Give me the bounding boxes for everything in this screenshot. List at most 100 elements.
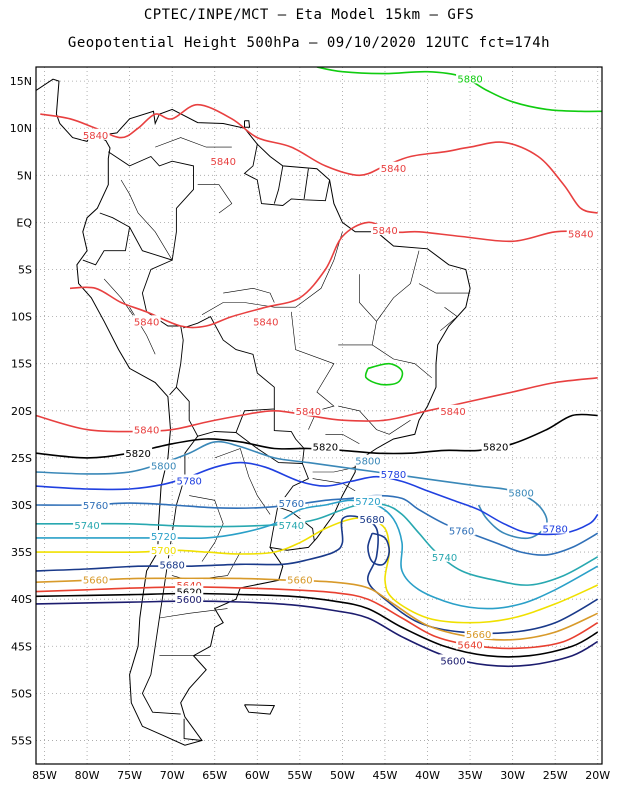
contour-5820 xyxy=(36,413,598,459)
lon-tick-label: 45W xyxy=(373,769,398,782)
contour-label-5800: 5800 xyxy=(151,461,176,472)
contour-label-5680: 5680 xyxy=(159,560,184,571)
state-border xyxy=(418,283,471,294)
country-border xyxy=(99,151,194,261)
contour-5600 xyxy=(36,600,599,668)
state-border xyxy=(372,344,432,379)
contour-label-5760: 5760 xyxy=(83,501,108,512)
country-border xyxy=(141,259,184,396)
contour-5640 xyxy=(36,586,599,650)
coastline xyxy=(244,704,276,715)
contour-label-5720: 5720 xyxy=(355,497,380,508)
contour-label-bg xyxy=(149,459,178,471)
contour-label-bg xyxy=(81,128,110,140)
coastline xyxy=(36,78,471,746)
contour-label-bg xyxy=(277,518,306,530)
state-border xyxy=(376,250,420,322)
contour-label-bg xyxy=(73,518,102,530)
contour-label-5820: 5820 xyxy=(483,443,508,454)
contour-5620 xyxy=(36,592,599,658)
contour-label-5700: 5700 xyxy=(151,546,176,557)
contour-label-bg xyxy=(81,498,110,510)
contour-label-5840: 5840 xyxy=(296,407,321,418)
lat-tick-label: 15S xyxy=(11,358,32,371)
contour-label-5720: 5720 xyxy=(151,532,176,543)
contour-label-bg xyxy=(175,579,204,591)
state-border xyxy=(120,179,173,261)
state-border xyxy=(214,448,271,515)
contour-label-5660: 5660 xyxy=(287,575,312,586)
contour-label-bg xyxy=(370,223,399,235)
contour-label-5660: 5660 xyxy=(83,575,108,586)
coastline xyxy=(0,227,2,230)
contour-5700 xyxy=(36,517,599,624)
country-border xyxy=(303,168,309,199)
lon-tick-label: 85W xyxy=(32,769,57,782)
contour-label-bg xyxy=(251,315,280,327)
country-border xyxy=(82,227,131,266)
contour-5720 xyxy=(36,499,599,610)
lon-tick-label: 40W xyxy=(415,769,440,782)
lat-tick-label: 5S xyxy=(18,264,32,277)
contour-label-bg xyxy=(132,315,161,327)
lat-tick-label: 55S xyxy=(11,734,32,747)
lat-tick-label: 50S xyxy=(11,687,32,700)
contour-label-bg xyxy=(541,522,570,534)
contour-5760 xyxy=(36,494,599,556)
closed-contour-5880 xyxy=(364,362,404,386)
contour-label-5760: 5760 xyxy=(449,526,474,537)
plot-frame xyxy=(35,66,603,765)
lon-tick-label: 35W xyxy=(458,769,483,782)
state-border xyxy=(189,495,224,562)
contour-label-5840: 5840 xyxy=(134,317,159,328)
lat-tick-label: 25S xyxy=(11,452,32,465)
country-border xyxy=(243,144,331,206)
lon-tick-label: 20W xyxy=(585,769,610,782)
contour-label-bg xyxy=(149,530,178,542)
lon-tick-label: 55W xyxy=(287,769,312,782)
lon-tick-label: 75W xyxy=(117,769,142,782)
contour-label-bg xyxy=(311,440,340,452)
contour-5840 xyxy=(36,377,598,433)
contour-label-bg xyxy=(158,558,187,570)
contour-label-5840: 5840 xyxy=(211,157,236,168)
country-border xyxy=(273,165,284,204)
lat-tick-label: 10N xyxy=(10,122,32,135)
lat-tick-label: 5N xyxy=(17,169,32,182)
lon-tick-label: 30W xyxy=(500,769,525,782)
contour-label-bg xyxy=(464,628,493,640)
contour-label-5880: 5880 xyxy=(457,74,482,85)
contour-label-5760: 5760 xyxy=(279,499,304,510)
contour-label-bg xyxy=(124,447,153,459)
state-border xyxy=(338,405,411,435)
contour-label-5840: 5840 xyxy=(372,226,397,237)
contour-5840 xyxy=(69,221,590,329)
state-border xyxy=(201,231,343,315)
lat-tick-label: 35S xyxy=(11,546,32,559)
contour-label-bg xyxy=(456,72,485,84)
contour-label-5840: 5840 xyxy=(440,407,465,418)
lat-tick-label: 20S xyxy=(11,405,32,418)
axis-tick-labels: 15N 10N 5N EQ 5S 10S 15S 20S 25S 30S 35S 40S 45S 50S 5… xyxy=(10,75,611,782)
contour-label-bg xyxy=(175,585,204,597)
height-contours xyxy=(36,67,602,668)
contour-label-bg xyxy=(294,404,323,416)
lat-lon-grid xyxy=(36,67,602,764)
map-title-line1: CPTEC/INPE/MCT – Eta Model 15km – GFS xyxy=(143,7,475,23)
contour-label-bg xyxy=(379,467,408,479)
contour-label-bg xyxy=(149,544,178,556)
contour-label-bg xyxy=(447,524,476,536)
contour-label-5660: 5660 xyxy=(466,630,491,641)
contour-label-5600: 5600 xyxy=(440,656,465,667)
lon-tick-label: 60W xyxy=(245,769,270,782)
contour-label-5820: 5820 xyxy=(125,449,150,460)
country-border xyxy=(269,506,279,548)
contour-label-5820: 5820 xyxy=(313,443,338,454)
contour-label-bg xyxy=(481,440,510,452)
contour-label-bg xyxy=(132,423,161,435)
contour-label-5780: 5780 xyxy=(381,470,406,481)
lat-tick-label: 10S xyxy=(11,311,32,324)
state-border xyxy=(223,287,275,303)
country-border xyxy=(176,315,275,437)
